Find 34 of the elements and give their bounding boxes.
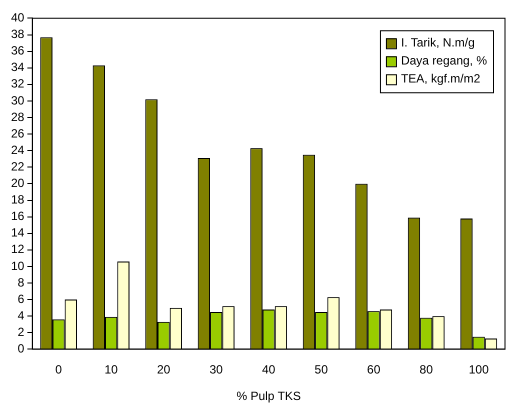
y-tick-label: 36: [10, 44, 25, 58]
x-tick-label: 20: [156, 362, 171, 377]
x-tick-label: 100: [468, 362, 490, 377]
x-tick-label: 80: [420, 362, 434, 377]
legend-label: I. Tarik, N.m/g: [400, 36, 475, 50]
legend-label: Daya regang, %: [400, 54, 488, 68]
y-tick-label: 10: [10, 258, 25, 273]
y-tick-label: 4: [18, 308, 25, 322]
y-tick-label: 28: [10, 110, 25, 124]
x-tick-label: 40: [262, 362, 276, 377]
x-tick-label: 0: [55, 362, 62, 377]
x-tick-label: 30: [209, 362, 224, 377]
y-tick-label: 8: [18, 275, 25, 290]
y-tick-label: 0: [18, 342, 25, 356]
y-tick-label: 40: [10, 10, 25, 25]
y-tick-label: 38: [10, 27, 25, 42]
y-tick-label: 34: [10, 60, 25, 74]
y-tick-label: 30: [10, 93, 25, 108]
x-tick-label: 50: [314, 362, 328, 377]
y-tick-label: 6: [18, 292, 25, 306]
y-tick-label: 12: [10, 242, 25, 256]
x-tick-label: 60: [367, 362, 381, 377]
y-tick-label: 24: [10, 142, 25, 157]
y-tick-label: 2: [18, 324, 25, 339]
y-tick-label: 20: [10, 176, 25, 190]
y-tick-label: 16: [10, 209, 25, 224]
y-tick-label: 18: [10, 192, 25, 207]
y-tick-label: 26: [10, 126, 25, 140]
x-tick-label: 10: [104, 362, 118, 377]
x-axis-title: % Pulp TKS: [236, 389, 301, 404]
legend-label: TEA, kgf.m/m2: [400, 72, 481, 86]
y-tick-label: 22: [10, 159, 25, 174]
y-tick-label: 14: [10, 226, 25, 240]
y-tick-label: 32: [10, 76, 25, 91]
